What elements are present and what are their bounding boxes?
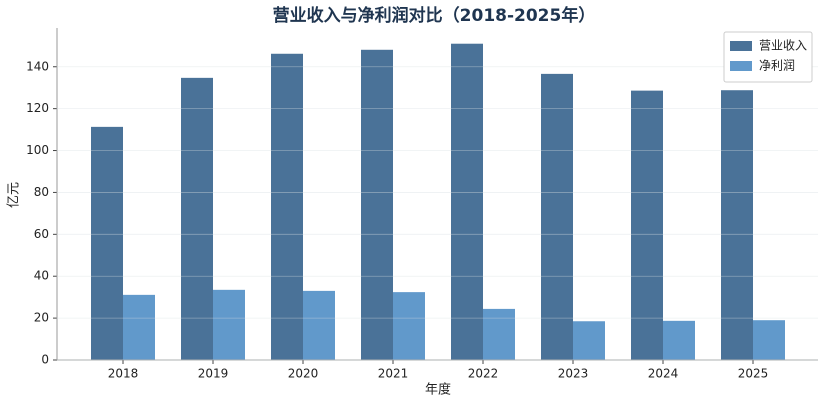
- bar: [483, 308, 515, 360]
- y-tick-label: 20: [34, 311, 49, 325]
- legend-swatch: [730, 41, 752, 51]
- bar: [451, 43, 483, 360]
- bar: [91, 126, 123, 360]
- bar: [181, 77, 213, 361]
- y-tick-label: 80: [34, 185, 49, 199]
- bar: [303, 290, 335, 360]
- bar: [573, 321, 605, 360]
- y-tick-label: 60: [34, 227, 49, 241]
- x-tick-label: 2023: [558, 367, 589, 381]
- bar: [361, 49, 393, 360]
- bar: [393, 292, 425, 360]
- x-tick-label: 2024: [648, 367, 679, 381]
- x-tick-label: 2021: [378, 367, 409, 381]
- bar: [271, 53, 303, 360]
- legend-label: 营业收入: [759, 39, 807, 53]
- x-tick-label: 2020: [288, 367, 319, 381]
- bar: [213, 289, 245, 360]
- y-tick-label: 0: [41, 353, 49, 367]
- y-tick-label: 100: [26, 143, 49, 157]
- bar: [123, 294, 155, 360]
- x-tick-label: 2018: [108, 367, 139, 381]
- x-tick-label: 2022: [468, 367, 499, 381]
- bar: [721, 90, 753, 360]
- bar: [631, 90, 663, 361]
- x-tick-label: 2025: [738, 367, 769, 381]
- y-axis-label: 亿元: [7, 182, 22, 208]
- chart-title: 营业收入与净利润对比（2018-2025年）: [273, 5, 596, 26]
- x-tick-label: 2019: [198, 367, 229, 381]
- y-tick-label: 40: [34, 269, 49, 283]
- legend-swatch: [730, 61, 752, 71]
- y-tick-label: 140: [26, 59, 49, 73]
- bar: [753, 320, 785, 360]
- legend-label: 净利润: [759, 59, 795, 73]
- grid: [57, 66, 818, 361]
- x-axis-label: 年度: [425, 382, 451, 398]
- bar: [663, 320, 695, 360]
- y-tick-label: 120: [26, 101, 49, 115]
- bars: [91, 43, 785, 361]
- bar: [541, 73, 573, 360]
